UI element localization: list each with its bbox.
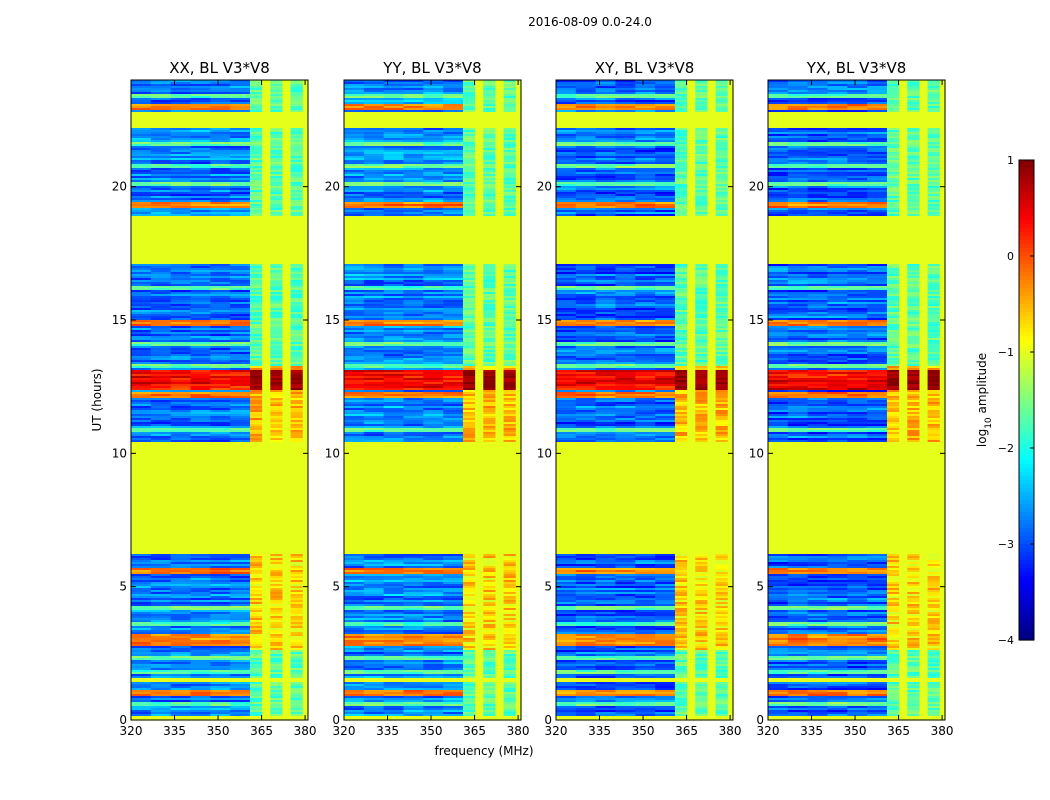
panel-yy: YY, BL V3*V8 320 335 350 365 380 0 5 10 15 20	[325, 59, 530, 738]
x-tick-label: 335	[163, 724, 186, 738]
panel-yx: YX, BL V3*V8 320 335 350 365 380 0 5 10 15 20	[749, 59, 954, 738]
y-tick-label: 20	[749, 180, 764, 194]
y-tick-label: 10	[325, 446, 340, 460]
x-tick-label: 365	[887, 724, 910, 738]
x-tick-label: 320	[120, 724, 143, 738]
panel-yy-heatmap	[344, 80, 522, 721]
x-tick-label: 365	[250, 724, 273, 738]
x-tick-label: 380	[719, 724, 742, 738]
colorbar-tick-label: −1	[998, 346, 1014, 359]
x-tick-label: 380	[931, 724, 954, 738]
y-tick-label: 15	[749, 313, 764, 327]
colorbar-tick-label: 0	[1007, 250, 1014, 263]
x-tick-label: 335	[800, 724, 823, 738]
y-tick-label: 20	[112, 180, 127, 194]
panel-xy-title: XY, BL V3*V8	[595, 59, 695, 77]
panel-xx-title: XX, BL V3*V8	[169, 59, 270, 77]
panel-xx: XX, BL V3*V8 320 335 350 365 380 0 5 10 15 20	[112, 59, 317, 738]
x-tick-label: 320	[757, 724, 780, 738]
y-tick-label: 5	[119, 580, 127, 594]
y-tick-label: 20	[325, 180, 340, 194]
panel-xx-heatmap	[131, 80, 309, 721]
colorbar-tick-label: −3	[998, 538, 1014, 551]
y-tick-label: 15	[537, 313, 552, 327]
y-axis-label: UT (hours)	[90, 368, 104, 431]
x-tick-label: 380	[507, 724, 530, 738]
x-axis-label: frequency (MHz)	[434, 744, 533, 758]
x-tick-label: 350	[420, 724, 443, 738]
y-tick-label: 5	[332, 580, 340, 594]
panel-xy-heatmap	[556, 80, 734, 721]
figure-title: 2016-08-09 0.0-24.0	[528, 15, 652, 29]
colorbar-tick-label: −4	[998, 634, 1014, 647]
panel-yy-frame	[343, 79, 522, 721]
panel-yx-heatmap	[768, 80, 946, 721]
panel-yx-title: YX, BL V3*V8	[806, 59, 907, 77]
panel-xy-frame	[555, 79, 734, 721]
x-tick-label: 350	[632, 724, 655, 738]
y-tick-label: 5	[756, 580, 764, 594]
colorbar-frame	[1018, 159, 1035, 641]
y-tick-label: 15	[325, 313, 340, 327]
panel-yx-frame	[767, 79, 946, 721]
panel-xx-frame	[130, 79, 309, 721]
colorbar-label: log10 amplitude	[975, 353, 994, 447]
colorbar-tick-label: 1	[1007, 154, 1014, 167]
x-tick-label: 365	[675, 724, 698, 738]
x-tick-label: 335	[376, 724, 399, 738]
y-tick-label: 0	[756, 713, 764, 727]
y-tick-label: 5	[544, 580, 552, 594]
x-tick-label: 335	[588, 724, 611, 738]
y-tick-label: 20	[537, 180, 552, 194]
y-tick-label: 10	[537, 446, 552, 460]
x-tick-label: 320	[333, 724, 356, 738]
x-tick-label: 320	[545, 724, 568, 738]
y-tick-label: 10	[749, 446, 764, 460]
y-tick-label: 10	[112, 446, 127, 460]
x-tick-label: 350	[844, 724, 867, 738]
y-tick-label: 15	[112, 313, 127, 327]
x-tick-label: 365	[463, 724, 486, 738]
colorbar: 1 0 −1 −2 −3 −4 log10 amplitude	[975, 154, 1035, 647]
colorbar-gradient	[1019, 160, 1034, 641]
panel-xy: XY, BL V3*V8 320 335 350 365 380 0 5 10 15 20	[537, 59, 742, 738]
y-tick-label: 0	[332, 713, 340, 727]
x-tick-label: 350	[207, 724, 230, 738]
panel-yy-title: YY, BL V3*V8	[382, 59, 481, 77]
colorbar-tick-label: −2	[998, 442, 1014, 455]
y-tick-label: 0	[119, 713, 127, 727]
x-tick-label: 380	[294, 724, 317, 738]
y-tick-label: 0	[544, 713, 552, 727]
